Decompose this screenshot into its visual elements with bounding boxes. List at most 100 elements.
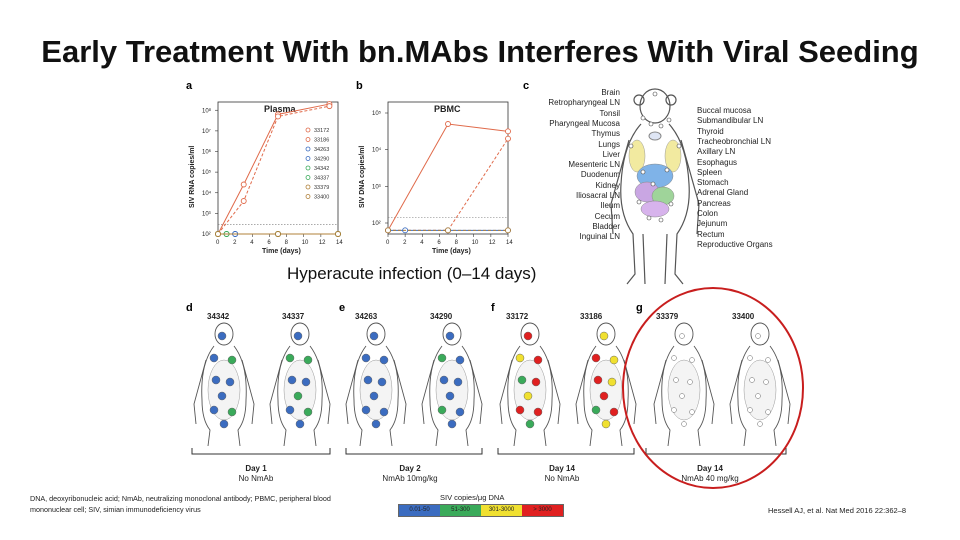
organ-dot — [689, 409, 695, 415]
animal-id: 33172 — [506, 312, 529, 321]
organ-label: Esophagus — [697, 157, 738, 167]
organ-dot — [225, 377, 235, 387]
organ-dot — [673, 377, 679, 383]
organ-label: Inguinal LN — [579, 232, 620, 242]
x-tick-label: 12 — [319, 240, 326, 246]
organ-dot — [361, 405, 371, 415]
organ-label: Pharyngeal Mucosa — [549, 118, 620, 128]
panel-letter-c: c — [523, 80, 530, 92]
organ-dot — [523, 391, 533, 401]
data-point — [445, 121, 451, 127]
group-label: Day 14 No NmAb — [544, 464, 580, 483]
organ-dot — [517, 375, 527, 385]
data-point — [240, 181, 247, 188]
organ-label: Submandibular LN — [697, 116, 764, 126]
organ-dot — [515, 405, 525, 415]
organ-dot — [301, 377, 311, 387]
scale-bin: 301-3000 — [481, 505, 522, 516]
organ-dot — [515, 353, 525, 363]
organ-dot — [455, 407, 465, 417]
animal-id: 34342 — [207, 312, 230, 321]
data-point — [385, 227, 391, 234]
organ-label: Colon — [697, 209, 718, 218]
organ-dot — [755, 333, 761, 339]
legend-marker — [305, 184, 311, 190]
organ-dot — [447, 419, 457, 429]
highlight-ellipse — [622, 287, 804, 489]
y-tick-label: 10² — [202, 232, 211, 238]
y-tick-label: 10⁵ — [372, 110, 382, 117]
monkey-head — [290, 322, 310, 346]
organ-dot — [671, 407, 677, 413]
monkey-torso — [743, 359, 777, 421]
data-point — [505, 135, 511, 142]
organ-label: Bladder — [592, 221, 620, 231]
monkey-head — [750, 322, 770, 346]
organ-dot — [369, 391, 379, 401]
organ-dot — [533, 355, 543, 365]
organ-label: Lungs — [598, 139, 620, 149]
y-axis-label: SIV RNA copies/ml — [189, 146, 196, 208]
legend-marker — [305, 137, 311, 142]
monkey-outline — [421, 345, 483, 447]
organ-label: Duodenum — [580, 170, 620, 180]
macaque-figure — [610, 88, 700, 285]
organ-label: Kidney — [595, 180, 620, 190]
organ-dot — [369, 331, 379, 341]
organ-dot — [607, 377, 617, 387]
legend-label: 33400 — [314, 195, 329, 201]
monkey-body-map — [421, 322, 483, 447]
monkey-outline — [729, 345, 791, 447]
legend-label: 33172 — [314, 128, 329, 134]
organ-dot — [765, 357, 771, 363]
legend-marker — [305, 165, 311, 171]
organ-dot — [379, 355, 389, 365]
organ-dot — [371, 419, 381, 429]
organ-dot — [681, 421, 687, 427]
organ-label: Buccal mucosa — [697, 106, 752, 115]
organ-dot — [227, 355, 237, 365]
organ-dot — [293, 391, 303, 401]
organ-dot — [523, 331, 533, 341]
monkey-torso — [667, 359, 701, 421]
group-label: Day 1 No NmAb — [238, 464, 274, 483]
panel-letter-e: e — [339, 302, 346, 314]
organ-dot — [445, 331, 455, 341]
x-axis-label: Time (days) — [432, 248, 471, 255]
x-tick-label: 10 — [472, 240, 479, 246]
organ-dot — [437, 405, 447, 415]
legend-label: 33186 — [314, 138, 329, 144]
organ-dot — [219, 419, 229, 429]
series-line — [217, 105, 330, 235]
group-label: Day 2 NmAb 10mg/kg — [382, 464, 438, 483]
group-label: Day 14 NmAb 40 mg/kg — [681, 464, 739, 483]
legend-label: 34342 — [314, 166, 329, 172]
monkey-head — [214, 322, 234, 346]
animal-id: 34290 — [430, 312, 453, 321]
organ-label: Cecum — [594, 211, 620, 221]
organ-dot — [599, 391, 609, 401]
x-tick-label: 2 — [233, 240, 237, 246]
organ-label: Reproductive Organs — [697, 239, 773, 249]
organ-dot — [757, 421, 763, 427]
animal-id: 34263 — [355, 312, 378, 321]
organ-dot — [525, 419, 535, 429]
organ-dot — [217, 331, 227, 341]
x-tick-label: 0 — [216, 240, 220, 246]
x-tick-label: 14 — [506, 240, 513, 246]
organ-dot — [293, 331, 303, 341]
organ-labels-left: Brain Retropharyngeal LN Tonsil Pharyngeal … — [520, 88, 620, 258]
organ-dot — [531, 377, 541, 387]
x-tick-label: 10 — [302, 240, 309, 246]
y-tick-label: 10⁴ — [372, 147, 382, 154]
data-point — [505, 227, 511, 234]
data-point — [240, 198, 247, 204]
organ-dot — [303, 407, 313, 417]
y-tick-label: 10² — [372, 221, 381, 227]
legend-label: 33379 — [314, 185, 329, 191]
series-line — [387, 123, 509, 231]
plasma-chart: Plasma 0 2 4 6 8 10 12 14 10² 10³ 10⁴ 10⁵ 10⁶ 10⁷ 10⁸ Ti… — [189, 101, 343, 255]
slide-title: Early Treatment With bn.MAbs Interferes … — [41, 34, 919, 69]
organ-label: Adrenal Gland — [697, 188, 749, 198]
organ-dot — [609, 355, 619, 365]
